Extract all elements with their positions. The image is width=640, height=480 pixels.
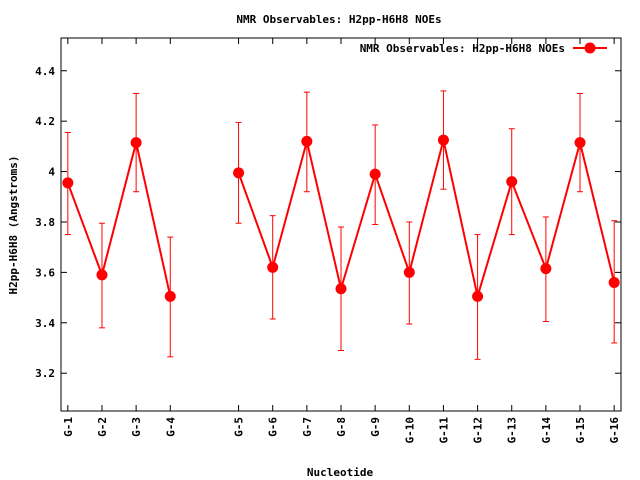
data-point [369,168,381,180]
x-tick-label: G-13 [506,417,519,444]
legend-label: NMR Observables: H2pp-H6H8 NOEs [360,42,565,55]
series-layer [62,90,620,360]
x-tick-label: G-11 [437,417,450,444]
data-point [608,276,620,288]
plot-frame [60,37,622,412]
data-point [540,263,552,275]
x-axis: G-1 G-2 G-3 G-4 G-5 G-6 G-7 G-8 G-9 G-10 G-11 G-12 G… [62,38,621,444]
x-tick-label: G-7 [301,417,314,437]
data-point [403,266,415,278]
y-tick-label: 3.4 [35,317,55,330]
data-point [96,269,108,281]
data-point [472,290,484,302]
y-axis: 3.2 3.4 3.6 3.8 4 4.2 4.4 [35,65,621,380]
data-point [506,176,518,188]
data-point [301,135,313,147]
x-tick-label: G-2 [96,417,109,437]
y-tick-label: 3.6 [35,266,55,279]
data-point [267,261,279,273]
series-line [237,139,616,297]
x-tick-label: G-6 [267,417,280,437]
x-tick-label: G-9 [369,417,382,437]
data-point [335,283,347,295]
x-tick-label: G-4 [164,417,177,437]
x-axis-label: Nucleotide [307,466,374,479]
chart-title: NMR Observables: H2pp-H6H8 NOEs [236,13,441,26]
x-tick-label: G-16 [608,417,621,444]
x-tick-label: G-15 [574,417,587,444]
data-point [574,137,586,149]
data-point [437,134,449,146]
y-tick-label: 3.2 [35,367,55,380]
x-tick-label: G-1 [62,417,75,437]
x-tick-label: G-8 [335,417,348,437]
x-tick-label: G-10 [403,417,416,444]
y-tick-label: 4.2 [35,115,55,128]
legend-marker [584,42,596,54]
x-tick-label: G-5 [233,417,246,437]
y-tick-label: 4 [48,166,55,179]
series-line [66,142,172,297]
data-point [130,137,142,149]
x-tick-label: G-3 [130,417,143,437]
legend: NMR Observables: H2pp-H6H8 NOEs [360,42,607,55]
y-tick-label: 3.8 [35,216,55,229]
data-point [62,177,74,189]
x-tick-label: G-12 [472,417,485,444]
x-tick-label: G-14 [540,417,553,444]
y-tick-label: 4.4 [35,65,55,78]
data-point [233,167,245,179]
data-point [164,290,176,302]
y-axis-label: H2pp-H6H8 (Angstroms) [7,155,20,294]
